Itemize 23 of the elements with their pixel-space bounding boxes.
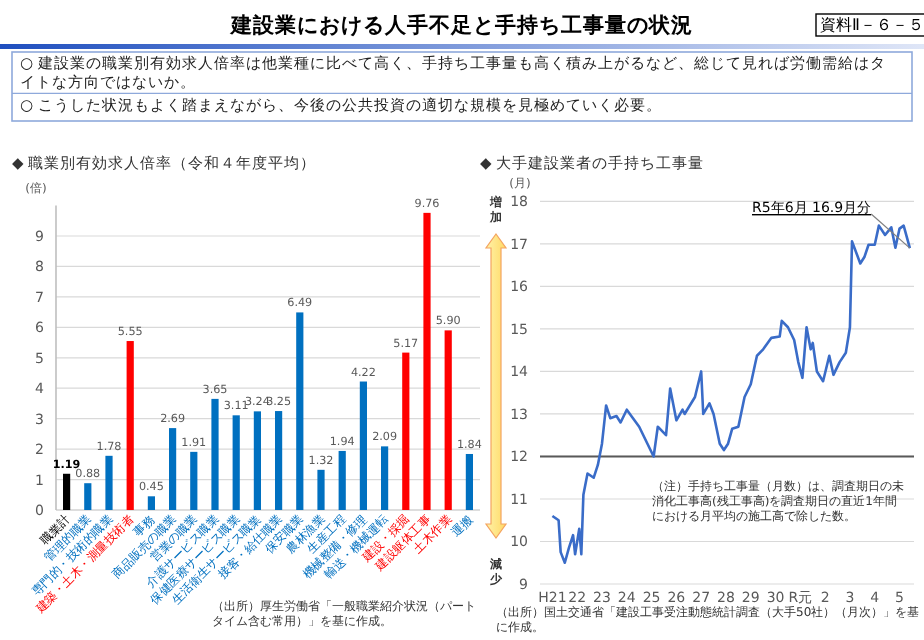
text: 建設業における人手不足と手持ち工事量の状況 [229, 12, 693, 38]
bar [147, 496, 155, 510]
bar [211, 398, 219, 510]
bar [232, 415, 240, 510]
bar [126, 341, 134, 510]
bar [444, 330, 452, 510]
bar [190, 451, 198, 510]
text: 資料Ⅱ－６－５ [820, 16, 924, 34]
bar [465, 453, 473, 510]
bar [423, 212, 431, 510]
bar [84, 483, 92, 510]
bar [381, 446, 389, 510]
bar [317, 469, 325, 510]
bar [338, 450, 346, 510]
bar [359, 381, 367, 510]
bar [63, 473, 71, 510]
line-series [551, 224, 912, 565]
bar [169, 428, 177, 510]
bar [275, 411, 283, 510]
bar [105, 455, 113, 510]
bar [253, 411, 261, 510]
bar [402, 352, 410, 510]
bar [296, 312, 304, 510]
